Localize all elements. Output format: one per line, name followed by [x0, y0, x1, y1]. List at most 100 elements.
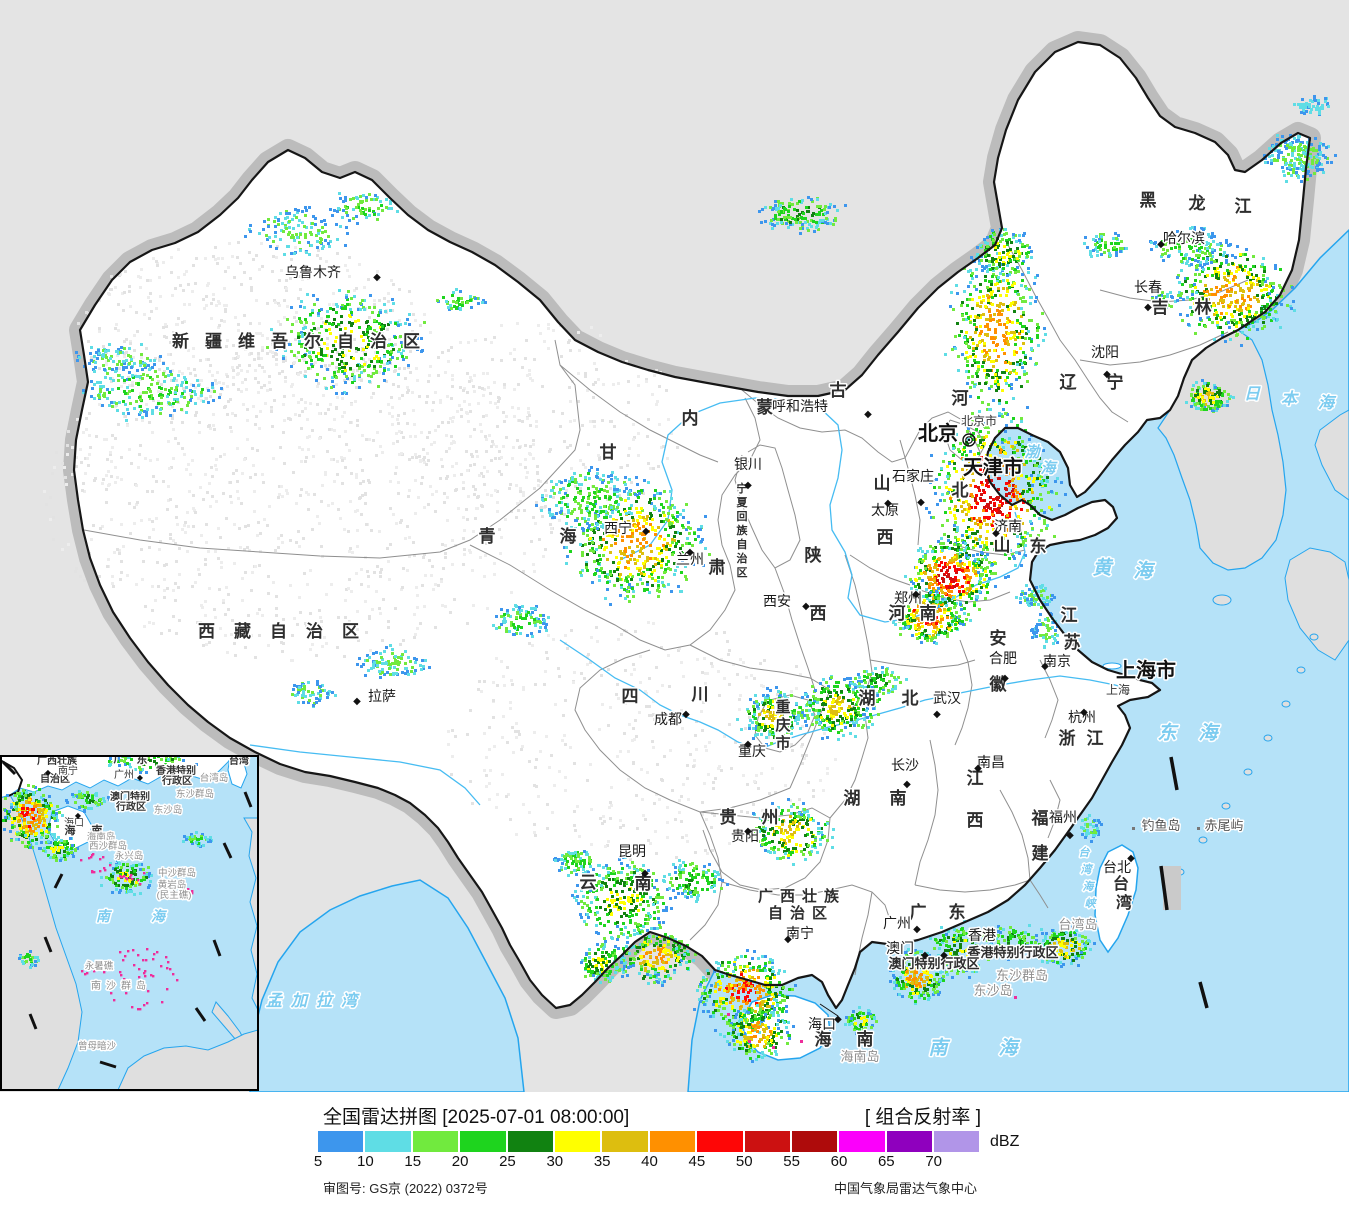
map-title: 全国雷达拼图 [2025-07-01 08:00:00] [323, 1107, 630, 1128]
inset-label: 香港特别 [156, 764, 196, 777]
province-label: 自治区 [768, 904, 834, 922]
ryukyu-island [1263, 734, 1273, 742]
city-marker: ◆ [913, 924, 921, 935]
taiwan-island [1094, 844, 1139, 954]
city-label: 拉萨 [368, 688, 396, 704]
province-label: 古 [830, 380, 847, 400]
city-sublabel: 北京市 [961, 413, 997, 428]
city-label: 济南 [994, 518, 1022, 534]
province-label: 云 [580, 873, 597, 892]
nine-dash-segment [43, 936, 53, 953]
inset-philippines [243, 817, 258, 1011]
inset-label: 海 [65, 823, 76, 837]
city-label: 台北 [1103, 859, 1131, 875]
province-label: 回 [737, 509, 748, 523]
inset-label: 自治区 [40, 772, 70, 785]
legend-value-65: 65 [877, 1153, 895, 1170]
sea-label: 海 [1198, 722, 1220, 744]
haikou-leader-line [819, 1003, 839, 1017]
legend-value-55: 55 [783, 1153, 800, 1170]
inset-label: 行政区 [161, 774, 192, 787]
province-label: 河 [952, 389, 969, 408]
island-gray-label: 海南岛 [840, 1049, 879, 1064]
city-label: 成都 [654, 711, 682, 727]
city-marker: ◆ [802, 601, 810, 612]
city-label: 呼和浩特 [772, 398, 828, 414]
province-label: 重 [775, 698, 790, 716]
city-label: 合肥 [989, 650, 1017, 666]
city-marker: ◆ [744, 739, 752, 750]
reef-mark [727, 1013, 730, 1016]
inset-taiwan [227, 756, 248, 789]
inset-label: 永暑礁 [85, 960, 114, 972]
province-label: 宁 [1107, 372, 1124, 392]
japan-land [1314, 409, 1349, 501]
province-label: 澳门特别行政区 [888, 956, 979, 971]
city-label: 福州 [1049, 809, 1077, 825]
bay-of-bengal [249, 879, 525, 1092]
legend-value-5: 5 [313, 1153, 323, 1170]
province-boundary [1079, 331, 1229, 366]
province-label: 海 [815, 1029, 832, 1049]
province-label: 龙 [1188, 193, 1206, 213]
city-marker: ◆ [1001, 673, 1009, 684]
province-label: 江 [1087, 729, 1104, 748]
province-boundary [954, 639, 973, 746]
reef-mark [772, 1046, 775, 1049]
sea-label: 本 [1281, 390, 1299, 408]
ryukyu-island [1198, 836, 1208, 844]
approval-number: 审图号: GS京 (2022) 0372号 [323, 1181, 488, 1196]
province-label: 内 [682, 408, 699, 428]
inset-label: 台湾岛 [200, 772, 229, 784]
sea-label: 东 [1157, 722, 1179, 744]
island-dot [1132, 827, 1135, 830]
radar-echo-layer [75, 95, 1337, 1063]
city-label: 兰州 [676, 551, 704, 567]
inset-label: 广 [114, 751, 125, 765]
province-boundary [789, 689, 831, 789]
province-label: 山 [874, 474, 891, 493]
city-label: 长沙 [891, 757, 919, 773]
ryukyu-island [1221, 802, 1231, 810]
province-label: 香港特别行政区 [966, 945, 1058, 960]
city-label: 重庆 [738, 743, 766, 759]
legend-value-10: 10 [357, 1153, 374, 1170]
dbz-color-scale [318, 1131, 981, 1152]
province-label: 川 [691, 685, 709, 704]
province-label: 苏 [1064, 632, 1081, 652]
sea-label: 黄 [1092, 557, 1114, 579]
chongming-island [1102, 662, 1122, 670]
inset-label: 东沙群岛 [176, 788, 214, 800]
city-marker: ◆ [1127, 853, 1135, 864]
city-label: 香港 [968, 927, 996, 943]
product-label: [ 组合反射率 ] [864, 1107, 981, 1128]
sea-label: 南 [928, 1037, 950, 1059]
province-label: 江 [967, 769, 984, 788]
dash-line-segment [1169, 756, 1179, 791]
province-label: 肃 [709, 558, 726, 577]
city-marker: ◆ [1144, 302, 1152, 313]
city-label: 南昌 [977, 754, 1005, 770]
city-label: 沈阳 [1091, 344, 1119, 360]
inset-city-marker: ◆ [45, 768, 52, 777]
legend-panel: 全国雷达拼图 [2025-07-01 08:00:00] [ 组合反射率 ] 5… [0, 1092, 1349, 1208]
province-label: 四 [622, 687, 639, 706]
city-label: 银川 [734, 456, 762, 472]
province-boundary [1047, 779, 1061, 839]
province-boundary [899, 439, 921, 546]
inset-label: 海口 [64, 816, 84, 829]
province-label: 辽 [1060, 373, 1078, 392]
inset-label: (民主礁) [157, 889, 192, 901]
province-boundary [83, 339, 581, 559]
province-label: 蒙 [757, 397, 774, 417]
inset-label: 东 [137, 752, 148, 766]
city-marker: ◆ [373, 272, 381, 283]
province-label: 西 [967, 811, 984, 830]
province-label: 湖 [859, 689, 876, 708]
province-label: 安 [990, 628, 1007, 648]
province-label: 江 [1235, 197, 1252, 216]
city-marker: ◆ [1103, 369, 1111, 380]
city-marker: ◆ [1066, 830, 1074, 841]
city-label: 乌鲁木齐 [285, 264, 341, 280]
